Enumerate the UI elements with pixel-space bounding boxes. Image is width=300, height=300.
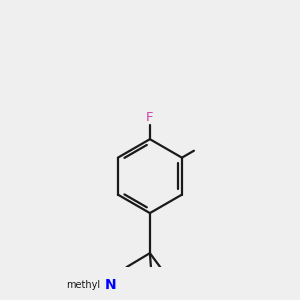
Text: F: F bbox=[146, 111, 154, 124]
Text: N: N bbox=[105, 278, 117, 292]
Text: methyl: methyl bbox=[67, 280, 100, 290]
